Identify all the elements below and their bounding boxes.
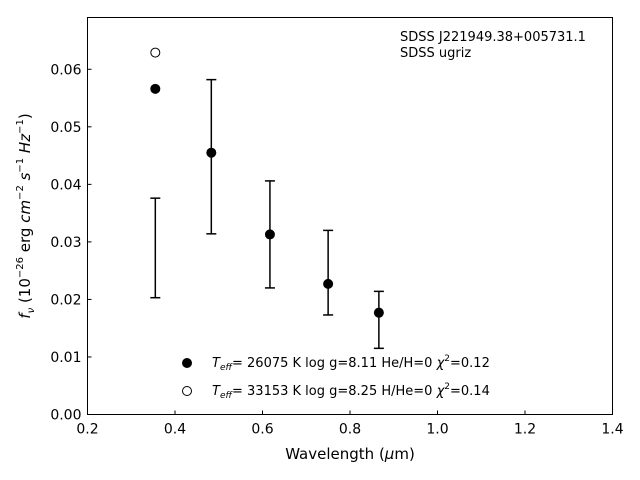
x-tick-label: 0.8 xyxy=(339,422,361,438)
legend-entry-2: Teff= 33153 K log g=8.25 H/He=0 χ2=0.14 xyxy=(212,382,490,401)
legend: Teff= 26075 K log g=8.11 He/H=0 χ2=0.12 … xyxy=(182,354,490,401)
model-point-filled xyxy=(150,83,161,94)
x-tick-label: 1.4 xyxy=(601,422,623,438)
y-tick-label: 0.01 xyxy=(50,350,81,366)
plot-area xyxy=(150,47,384,350)
annotation-object: SDSS J221949.38+005731.1 xyxy=(400,30,586,45)
annotation-survey: SDSS ugriz xyxy=(400,46,471,61)
legend-entry-1: Teff= 26075 K log g=8.11 He/H=0 χ2=0.12 xyxy=(212,354,490,373)
y-tick-label: 0.04 xyxy=(50,177,81,193)
axis-ticks: 0.2 0.4 0.6 0.8 1.0 1.2 1.4 0.00 0.01 0.02 0.03 0.0… xyxy=(50,62,623,437)
model-point-filled xyxy=(264,229,275,240)
x-tick-label: 0.2 xyxy=(76,422,98,438)
model-point-filled xyxy=(323,278,334,289)
legend-marker-open xyxy=(182,386,192,396)
x-tick-label: 0.6 xyxy=(251,422,273,438)
y-axis-label: fν (10−26 erg cm−2 s−1 Hz−1) xyxy=(15,113,37,318)
model-point-filled xyxy=(206,147,217,158)
legend-marker-filled xyxy=(182,358,192,368)
x-tick-label: 1.2 xyxy=(514,422,536,438)
model-point-filled xyxy=(373,307,384,318)
y-tick-label: 0.03 xyxy=(50,235,81,251)
x-tick-label: 1.0 xyxy=(426,422,448,438)
y-tick-label: 0.05 xyxy=(50,120,81,136)
y-tick-label: 0.06 xyxy=(50,62,81,78)
model-point-open xyxy=(150,47,161,58)
x-tick-label: 0.4 xyxy=(164,422,186,438)
plot-frame xyxy=(87,17,613,415)
y-tick-label: 0.02 xyxy=(50,292,81,308)
y-tick-label: 0.00 xyxy=(50,408,81,424)
x-axis-label: Wavelength (μm) xyxy=(285,445,415,463)
